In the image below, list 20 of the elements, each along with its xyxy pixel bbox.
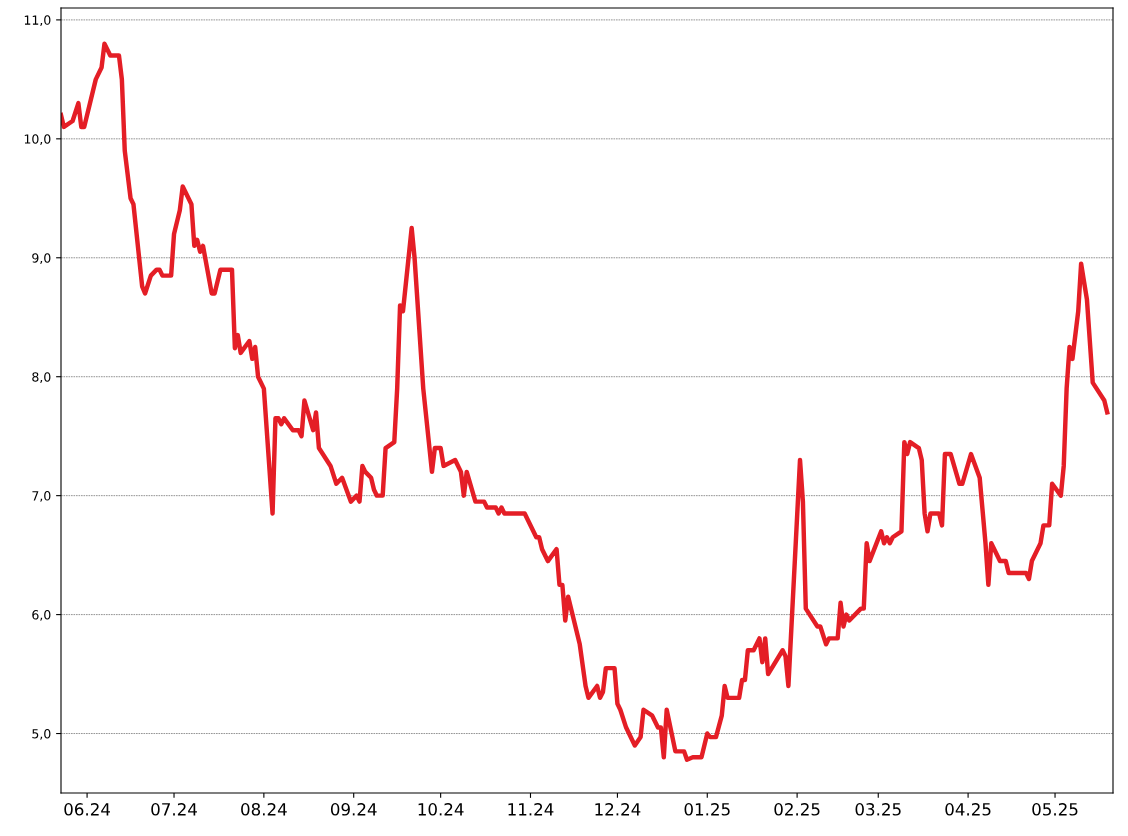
y-tick-label: 9,0 — [32, 253, 51, 264]
y-tick-label: 10,0 — [24, 134, 51, 146]
x-tick-label: 01.25 — [684, 803, 730, 816]
y-tick-label: 8,0 — [32, 372, 51, 383]
x-tick-label: 11.24 — [508, 803, 554, 816]
x-tick-label: 02.25 — [774, 803, 820, 816]
y-tick-label: 11,0 — [24, 15, 51, 27]
x-tick-label: 03.25 — [855, 803, 901, 816]
x-tick-label: 05.25 — [1032, 803, 1078, 816]
y-tick-label: 5,0 — [32, 729, 51, 740]
x-tick-label: 10.24 — [418, 803, 464, 816]
x-tick-label: 06.24 — [64, 803, 110, 816]
x-tick-label: 04.25 — [945, 803, 991, 816]
y-tick-label: 7,0 — [32, 491, 51, 502]
x-tick-label: 07.24 — [151, 803, 197, 816]
x-tick-label: 08.24 — [241, 803, 287, 816]
x-tick-label: 12.24 — [595, 803, 641, 816]
x-tick-label: 09.24 — [330, 803, 377, 816]
line-series — [61, 41, 1110, 762]
y-tick-label: 6,0 — [32, 610, 51, 621]
